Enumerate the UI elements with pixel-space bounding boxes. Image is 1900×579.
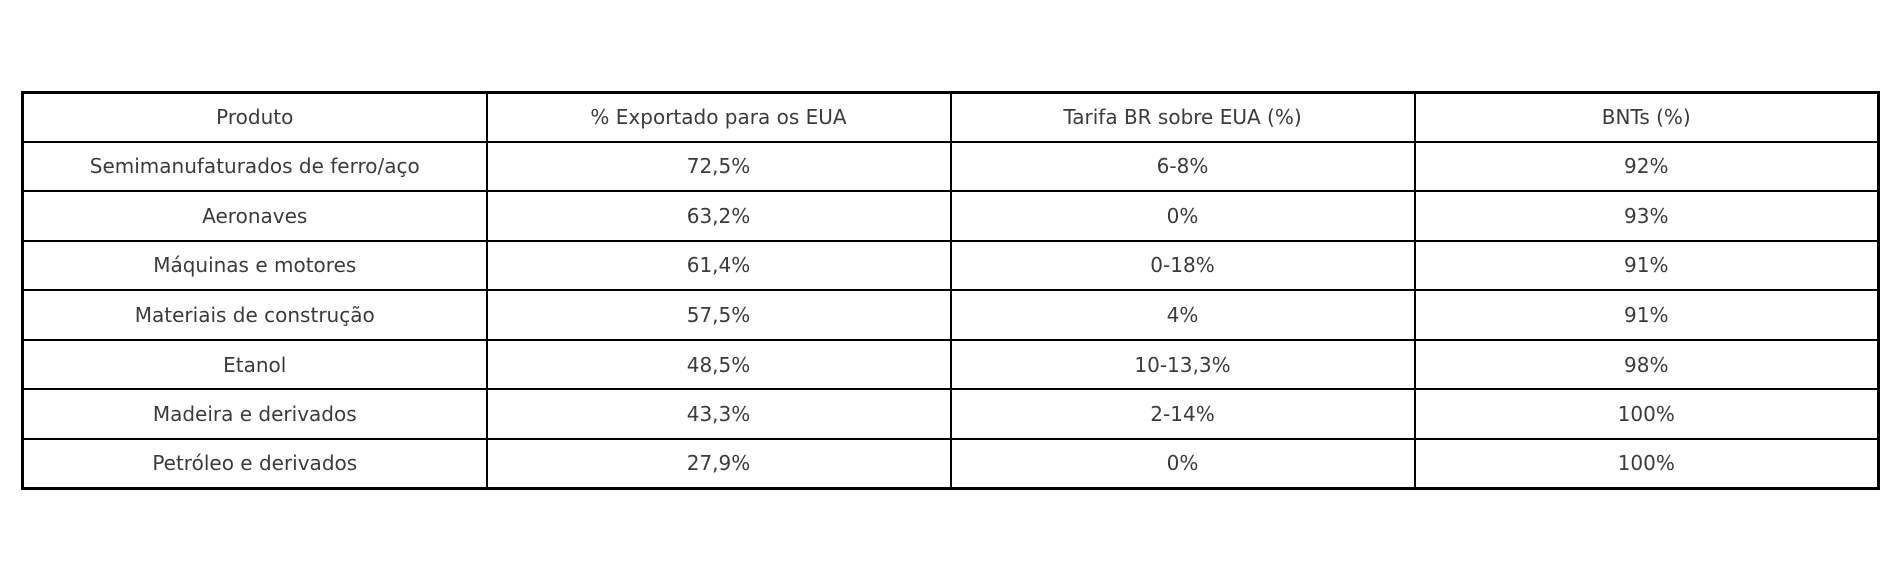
value-cell: 4% [949, 289, 1416, 341]
table-row: Petróleo e derivados 27,9% 0% 100% [21, 437, 1880, 490]
value-cell: 0-18% [949, 239, 1416, 292]
value-cell: 93% [1413, 190, 1880, 242]
value-cell: 57,5% [485, 289, 952, 341]
value-cell: 0% [949, 437, 1416, 490]
value-cell: 63,2% [485, 190, 952, 242]
header-row: Produto% Exportado para os EUA Tarifa BR … [21, 91, 1880, 143]
column-header: % Exportado para os EUA [485, 91, 952, 143]
product-cell: Semimanufaturados de ferro/aço [21, 140, 488, 193]
column-header: BNTs (%) [1413, 91, 1880, 143]
value-cell: 100% [1413, 388, 1880, 440]
export-tariff-table: Produto% Exportado para os EUA Tarifa BR … [21, 91, 1880, 490]
value-cell: 72,5% [485, 140, 952, 193]
table-row: Etanol 48,5% 10-13,3% 98% [21, 338, 1880, 391]
value-cell: 61,4% [485, 239, 952, 292]
table-head: Produto% Exportado para os EUA Tarifa BR … [21, 91, 1880, 143]
table-row: Madeira e derivados 43,3% 2-14% 100% [21, 388, 1880, 440]
product-cell: Etanol [21, 338, 488, 391]
column-header: Produto [21, 91, 488, 143]
product-cell: Petróleo e derivados [21, 437, 488, 490]
value-cell: 92% [1413, 140, 1880, 193]
table-row: Semimanufaturados de ferro/aço 72,5% 6-8% 9… [21, 140, 1880, 193]
product-cell: Máquinas e motores [21, 239, 488, 292]
value-cell: 27,9% [485, 437, 952, 490]
value-cell: 98% [1413, 338, 1880, 391]
product-cell: Madeira e derivados [21, 388, 488, 440]
value-cell: 6-8% [949, 140, 1416, 193]
value-cell: 0% [949, 190, 1416, 242]
table-row: Máquinas e motores 61,4% 0-18% 91% [21, 239, 1880, 292]
table-row: Materiais de construção 57,5% 4% 91% [21, 289, 1880, 341]
product-cell: Aeronaves [21, 190, 488, 242]
product-cell: Materiais de construção [21, 289, 488, 341]
value-cell: 48,5% [485, 338, 952, 391]
value-cell: 100% [1413, 437, 1880, 490]
column-header: Tarifa BR sobre EUA (%) [949, 91, 1416, 143]
value-cell: 2-14% [949, 388, 1416, 440]
table-row: Aeronaves 63,2% 0% 93% [21, 190, 1880, 242]
value-cell: 43,3% [485, 388, 952, 440]
value-cell: 10-13,3% [949, 338, 1416, 391]
value-cell: 91% [1413, 289, 1880, 341]
value-cell: 91% [1413, 239, 1880, 292]
table-body: Semimanufaturados de ferro/aço 72,5% 6-8% 9… [21, 140, 1880, 490]
